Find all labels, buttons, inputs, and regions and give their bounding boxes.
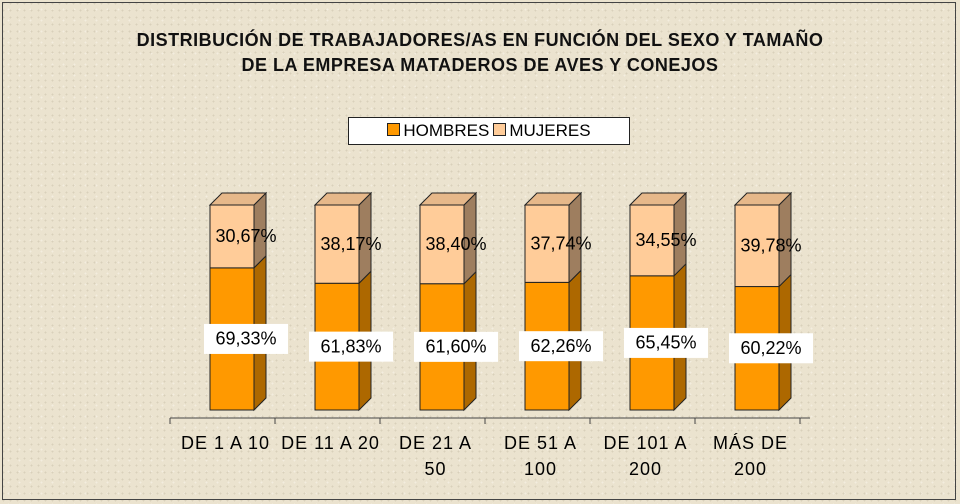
value-label: 61,60%	[425, 337, 486, 357]
x-tick-label: MÁS DE 200	[712, 433, 788, 479]
x-tick-label: DE 21 A 50	[398, 433, 473, 479]
value-label: 65,45%	[635, 333, 696, 353]
value-label-box	[624, 327, 708, 358]
legend-item: HOMBRES	[387, 121, 489, 141]
value-label: 38,17%	[320, 234, 381, 254]
bar-front	[209, 204, 255, 269]
value-label: 62,26%	[530, 336, 591, 356]
legend-label: HOMBRES	[403, 121, 490, 140]
value-label: 39,78%	[740, 236, 801, 256]
x-tick-label: DE 101 A 200	[603, 433, 688, 479]
value-label-box	[414, 331, 498, 362]
value-label-box	[729, 333, 813, 364]
bar-top	[523, 192, 583, 206]
value-label: 38,40%	[425, 234, 486, 254]
legend: HOMBRES MUJERES	[348, 117, 630, 145]
bar-segment	[208, 191, 268, 270]
value-label-box	[204, 323, 288, 354]
value-label-box	[519, 331, 603, 362]
bar-segment	[523, 191, 583, 284]
bar-top	[418, 192, 478, 206]
legend-label: MUJERES	[509, 121, 591, 140]
value-label: 30,67%	[215, 226, 276, 246]
x-tick-label: DE 1 A 10	[180, 433, 271, 453]
x-tick-label: DE 11 A 20	[281, 433, 380, 453]
value-label: 37,74%	[530, 233, 591, 253]
chart-title: DISTRIBUCIÓN DE TRABAJADORES/AS EN FUNCI…	[136, 30, 824, 75]
bar-front	[524, 204, 570, 283]
bar-front	[419, 204, 465, 285]
bar-segment	[313, 191, 373, 285]
value-label: 34,55%	[635, 230, 696, 250]
legend-swatch	[387, 123, 401, 136]
x-tick-label: DE 51 A 100	[503, 433, 578, 479]
bar-top	[628, 192, 688, 206]
value-label: 61,83%	[320, 336, 381, 356]
bar-top	[733, 192, 793, 206]
legend-swatch	[493, 123, 507, 136]
bar-segment	[733, 191, 793, 288]
bar-segment	[418, 191, 478, 285]
bar-front	[629, 204, 675, 277]
bar-top	[208, 192, 268, 206]
value-label: 69,33%	[215, 329, 276, 349]
bar-front	[314, 204, 360, 284]
value-label: 60,22%	[740, 338, 801, 358]
value-label-box	[309, 331, 393, 362]
bar-front	[734, 204, 780, 288]
bar-top	[313, 192, 373, 206]
bar-segment	[628, 191, 688, 278]
legend-item: MUJERES	[493, 121, 591, 141]
